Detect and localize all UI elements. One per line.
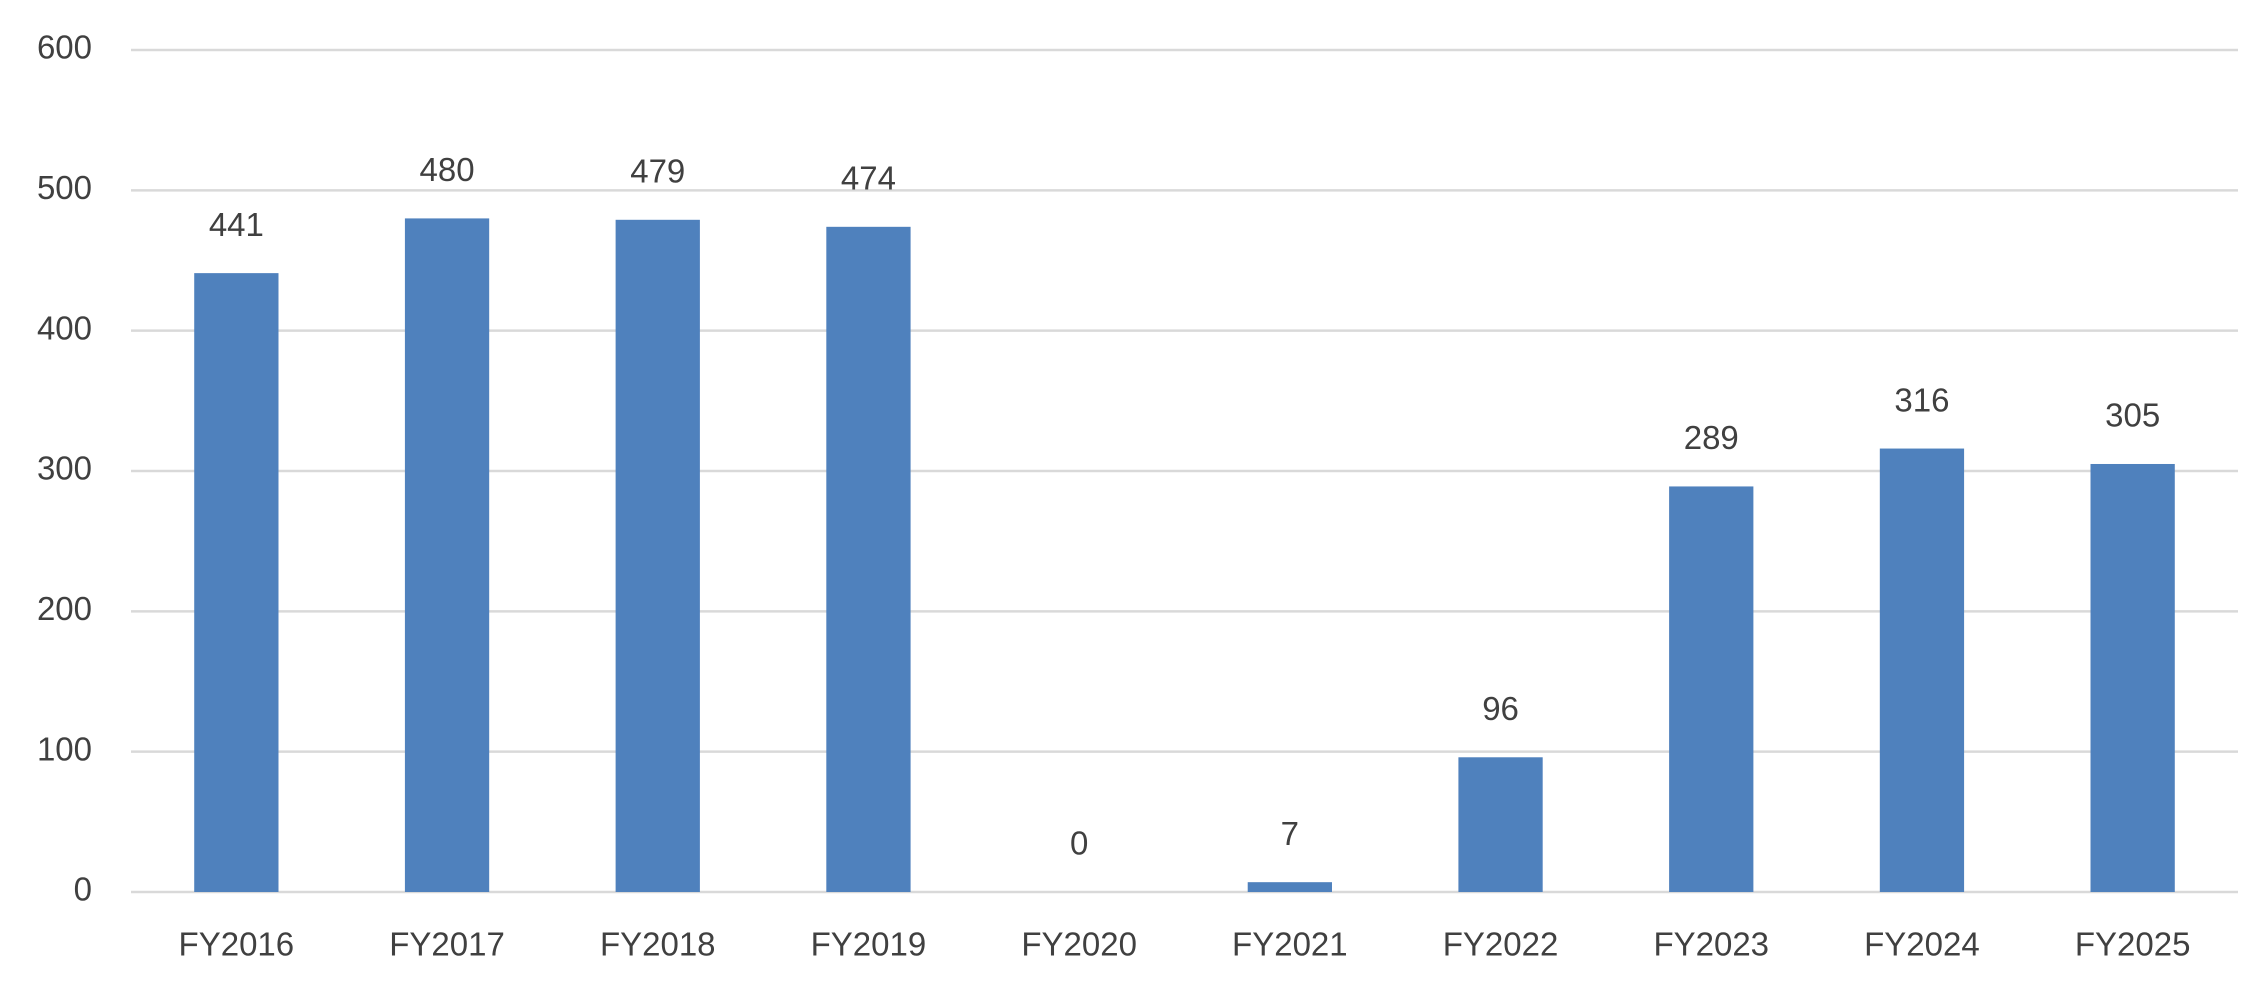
x-tick-label: FY2019 <box>811 926 927 963</box>
data-label: 479 <box>630 153 685 190</box>
data-label: 0 <box>1070 825 1088 862</box>
data-label: 316 <box>1894 381 1949 418</box>
data-label: 289 <box>1684 419 1739 456</box>
bar <box>404 218 490 892</box>
x-tick-label: FY2020 <box>1021 926 1137 963</box>
y-tick-label: 300 <box>37 450 92 487</box>
bar <box>615 219 700 892</box>
y-tick-label: 200 <box>37 590 92 627</box>
x-tick-label: FY2024 <box>1864 926 1980 963</box>
data-label: 96 <box>1482 690 1519 727</box>
bar <box>2090 463 2175 892</box>
y-tick-label: 600 <box>37 29 92 66</box>
x-tick-label: FY2022 <box>1443 926 1559 963</box>
bar <box>1669 486 1754 892</box>
y-tick-label: 0 <box>74 871 92 908</box>
x-tick-label: FY2025 <box>2075 926 2191 963</box>
data-label: 480 <box>420 151 475 188</box>
data-label: 7 <box>1281 815 1299 852</box>
bar <box>194 273 279 892</box>
y-tick-label: 500 <box>37 169 92 206</box>
x-tick-label: FY2023 <box>1653 926 1769 963</box>
bar <box>1458 757 1543 892</box>
y-tick-label: 400 <box>37 309 92 346</box>
x-tick-label: FY2016 <box>179 926 295 963</box>
data-label: 441 <box>209 206 264 243</box>
x-tick-label: FY2021 <box>1232 926 1348 963</box>
x-tick-label: FY2018 <box>600 926 716 963</box>
bar <box>826 226 911 892</box>
data-label: 305 <box>2105 397 2160 434</box>
x-tick-label: FY2017 <box>389 926 505 963</box>
data-label: 474 <box>841 160 896 197</box>
bar <box>1879 448 1965 892</box>
bar <box>1247 882 1332 892</box>
y-tick-label: 100 <box>37 730 92 767</box>
